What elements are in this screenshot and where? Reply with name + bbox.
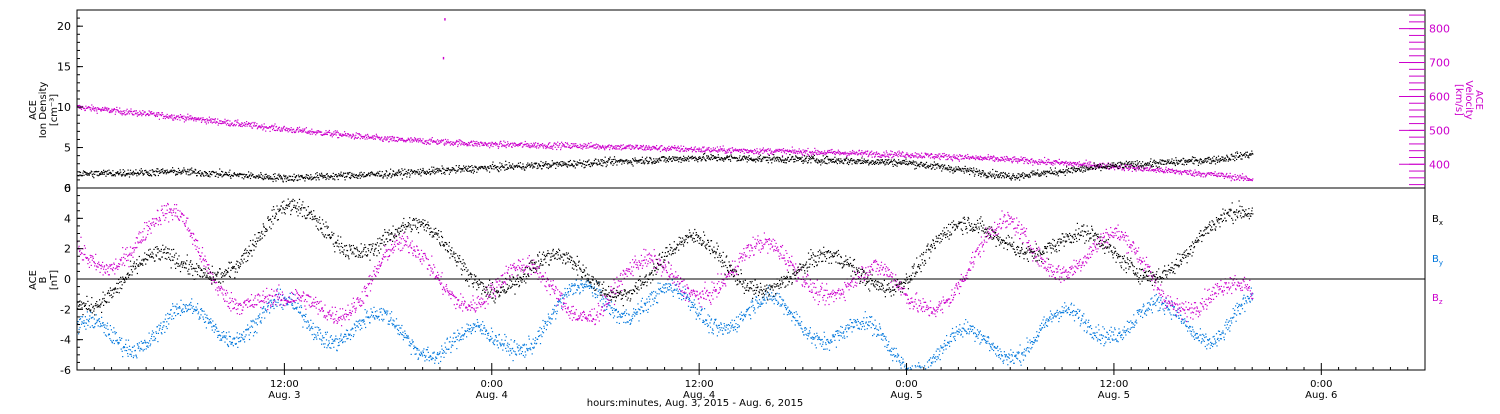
time-tick-date-5: Aug. 6 (1305, 390, 1337, 401)
b-tick-label-5: 4 (64, 212, 71, 225)
by-points (77, 280, 1253, 371)
b-tick-label-4: 2 (64, 243, 71, 256)
bottom-left-ylabel-line2: B (38, 276, 49, 283)
plot-frame (77, 10, 1425, 370)
time-tick-date-0: Aug. 3 (268, 390, 300, 401)
scatter-points (77, 18, 1253, 370)
legend-sub-x: x (1439, 219, 1443, 227)
velocity-tick-label-4: 800 (1429, 23, 1450, 36)
density-tick-label-1: 5 (64, 142, 71, 155)
density-tick-label-3: 15 (57, 61, 71, 74)
bottom-left-ylabel-line3: [nT] (49, 270, 60, 290)
velocity-tick-label-0: 400 (1429, 158, 1450, 171)
top-left-ylabel-line3: [cm⁻³] (49, 94, 60, 126)
bx-points (77, 199, 1253, 316)
legend-sub-z: z (1439, 298, 1443, 306)
labels: ACE Ion Density [cm⁻³] ACE Velocity [km/… (28, 80, 1484, 409)
x-axis-label: hours:minutes, Aug. 3, 2015 - Aug. 6, 20… (587, 398, 803, 409)
velocity-spike-1 (443, 57, 444, 60)
legend-bz: Bz (1432, 293, 1443, 306)
b-tick-label-0: -6 (60, 364, 71, 377)
b-tick-label-2: -2 (60, 303, 71, 316)
time-tick-date-1: Aug. 4 (476, 390, 508, 401)
velocity-tick-label-1: 500 (1429, 124, 1450, 137)
top-left-ylabel-line2: Ion Density (38, 82, 49, 139)
bz-points (77, 203, 1253, 326)
time-tick-label-0: 12:00 (270, 379, 299, 390)
velocity-spike-0 (444, 18, 445, 21)
legend-bx: Bx (1432, 214, 1443, 227)
time-tick-date-3: Aug. 5 (890, 390, 922, 401)
time-tick-label-2: 12:00 (685, 379, 714, 390)
velocity-tick-label-3: 700 (1429, 57, 1450, 70)
legend-by: By (1432, 254, 1443, 267)
legend-sub-y: y (1439, 259, 1443, 267)
time-tick-label-1: 0:00 (481, 379, 503, 390)
b-tick-label-6: 6 (64, 182, 71, 195)
top-right-ylabel-line3: [km/s] (1453, 84, 1464, 116)
b-tick-label-1: -4 (60, 334, 71, 347)
axes: 05101520400500600700800-6-4-2024612:00Au… (57, 10, 1450, 401)
time-tick-label-4: 12:00 (1100, 379, 1129, 390)
time-tick-date-4: Aug. 5 (1098, 390, 1130, 401)
time-tick-label-5: 0:00 (1310, 379, 1332, 390)
velocity-points (77, 104, 1253, 181)
density-points (77, 151, 1253, 183)
b-tick-label-3: 0 (64, 273, 71, 286)
velocity-tick-label-2: 600 (1429, 90, 1450, 103)
density-tick-label-4: 20 (57, 20, 71, 33)
time-tick-label-3: 0:00 (895, 379, 917, 390)
